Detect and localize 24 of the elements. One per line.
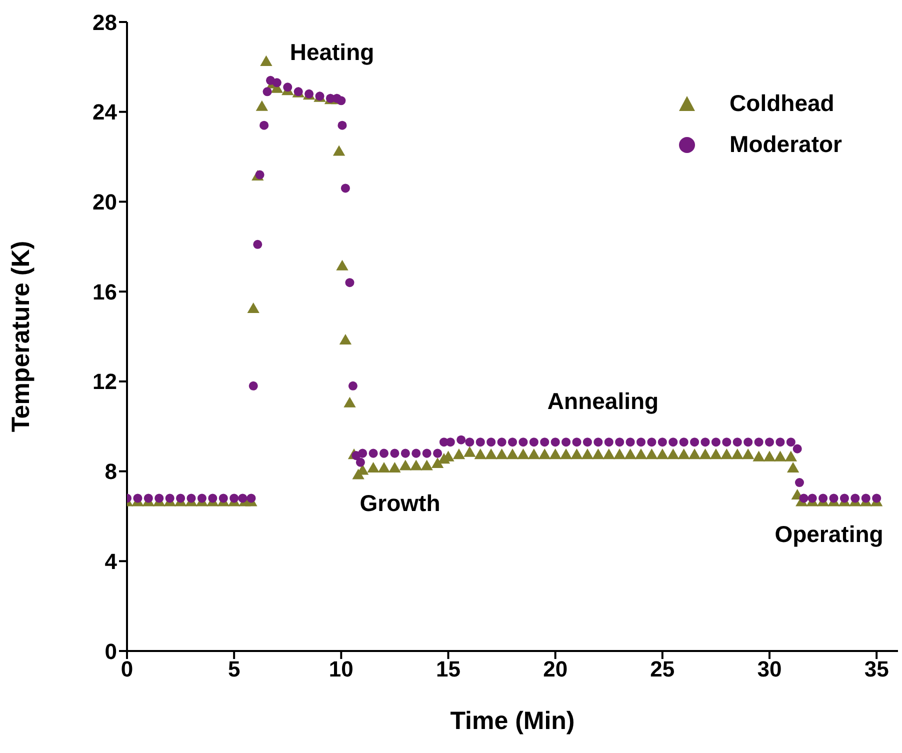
x-axis-title: Time (Min) — [450, 707, 575, 735]
annotation: Heating — [290, 39, 374, 65]
x-tick-label: 20 — [543, 656, 568, 682]
x-tick-label: 25 — [650, 656, 675, 682]
legend-label: Coldhead — [730, 90, 834, 117]
y-tick-label: 28 — [92, 10, 117, 35]
x-tick-label: 15 — [436, 656, 460, 682]
y-tick-label: 4 — [104, 548, 118, 574]
y-axis-title: Temperature (K) — [6, 240, 35, 432]
legend-label: Moderator — [730, 131, 842, 158]
x-tick-label: 30 — [757, 656, 782, 682]
x-tick-label: 35 — [864, 656, 889, 682]
y-tick-label: 8 — [104, 459, 117, 484]
x-tick-label: 0 — [120, 656, 134, 682]
y-tick-label: 0 — [104, 638, 117, 664]
annotation: Annealing — [547, 388, 659, 414]
annotation: Operating — [774, 521, 884, 547]
annotation: Growth — [360, 490, 440, 516]
y-tick-label: 12 — [92, 369, 117, 394]
y-tick-label: 24 — [92, 100, 118, 125]
x-tick-label: 5 — [228, 656, 240, 682]
y-tick-label: 16 — [92, 279, 117, 304]
y-tick-label: 20 — [92, 190, 117, 215]
x-tick-label: 10 — [328, 656, 354, 682]
